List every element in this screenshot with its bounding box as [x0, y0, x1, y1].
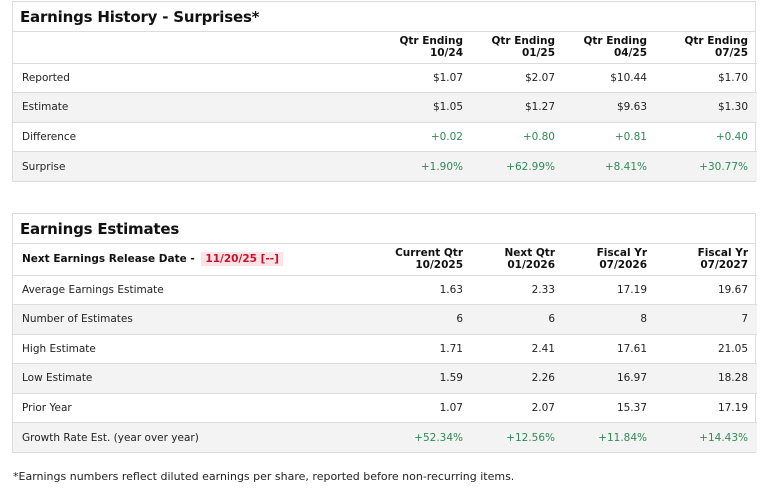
- table-row-surprise: Surprise +1.90% +62.99% +8.41% +30.77%: [13, 151, 757, 181]
- cell-value: 2.07: [471, 393, 563, 423]
- row-label: Surprise: [13, 151, 379, 181]
- cell-value: 2.33: [471, 275, 563, 305]
- table-row-number-of-estimates: Number of Estimates 6 6 8 7: [13, 304, 757, 335]
- cell-value: 18.28: [655, 363, 757, 394]
- earnings-estimates-panel: Earnings Estimates Next Earnings Release…: [12, 213, 757, 453]
- row-label: Difference: [13, 122, 379, 152]
- release-date-badge: 11/20/25 [--]: [201, 252, 283, 267]
- cell-value: 8: [563, 304, 655, 335]
- row-label: Reported: [13, 63, 379, 93]
- cell-value: $9.63: [563, 92, 655, 123]
- row-label: Number of Estimates: [13, 304, 379, 335]
- cell-value: 1.71: [379, 334, 471, 364]
- release-date-label: Next Earnings Release Date -: [22, 253, 195, 266]
- cell-value: $1.05: [379, 92, 471, 123]
- cell-value-positive: +52.34%: [379, 422, 471, 452]
- cell-value: 7: [655, 304, 757, 335]
- cell-value: 17.19: [655, 393, 757, 423]
- row-label: High Estimate: [13, 334, 379, 364]
- cell-value-positive: +14.43%: [655, 422, 757, 452]
- cell-value: 16.97: [563, 363, 655, 394]
- row-label: Low Estimate: [13, 363, 379, 394]
- table-row-estimate: Estimate $1.05 $1.27 $9.63 $1.30: [13, 92, 757, 123]
- cell-value-positive: +8.41%: [563, 151, 655, 181]
- table-row-low-estimate: Low Estimate 1.59 2.26 16.97 18.28: [13, 363, 757, 394]
- table-header-row: Next Earnings Release Date - 11/20/25 [-…: [13, 244, 757, 276]
- table-row-reported: Reported $1.07 $2.07 $10.44 $1.70: [13, 63, 757, 93]
- cell-value: $1.30: [655, 92, 757, 123]
- cell-value-positive: +0.40: [655, 122, 757, 152]
- column-header: Qtr Ending 04/25: [563, 32, 655, 64]
- cell-value: 2.41: [471, 334, 563, 364]
- cell-value-positive: +12.56%: [471, 422, 563, 452]
- cell-value-positive: +0.02: [379, 122, 471, 152]
- cell-value: 6: [379, 304, 471, 335]
- earnings-history-table: Qtr Ending 10/24 Qtr Ending 01/25 Qtr Endi…: [13, 32, 757, 181]
- table-row-high-estimate: High Estimate 1.71 2.41 17.61 21.05: [13, 334, 757, 364]
- earnings-history-title: Earnings History - Surprises*: [13, 2, 755, 32]
- cell-value: 19.67: [655, 275, 757, 305]
- cell-value: $1.07: [379, 63, 471, 93]
- earnings-estimates-table: Next Earnings Release Date - 11/20/25 [-…: [13, 244, 757, 452]
- cell-value-positive: +1.90%: [379, 151, 471, 181]
- row-label: Prior Year: [13, 393, 379, 423]
- column-header: Current Qtr 10/2025: [379, 244, 471, 276]
- table-row-average-estimate: Average Earnings Estimate 1.63 2.33 17.1…: [13, 275, 757, 305]
- earnings-estimates-title: Earnings Estimates: [13, 214, 755, 244]
- cell-value: $10.44: [563, 63, 655, 93]
- header-label-cell: [13, 32, 379, 64]
- cell-value-positive: +11.84%: [563, 422, 655, 452]
- table-row-growth-rate: Growth Rate Est. (year over year) +52.34…: [13, 422, 757, 452]
- column-header: Qtr Ending 10/24: [379, 32, 471, 64]
- cell-value: $1.70: [655, 63, 757, 93]
- release-date-header: Next Earnings Release Date - 11/20/25 [-…: [13, 244, 379, 276]
- cell-value: 17.19: [563, 275, 655, 305]
- table-header-row: Qtr Ending 10/24 Qtr Ending 01/25 Qtr Endi…: [13, 32, 757, 64]
- cell-value-positive: +30.77%: [655, 151, 757, 181]
- cell-value-positive: +0.81: [563, 122, 655, 152]
- row-label: Estimate: [13, 92, 379, 123]
- column-header: Next Qtr 01/2026: [471, 244, 563, 276]
- cell-value: $1.27: [471, 92, 563, 123]
- cell-value: 1.59: [379, 363, 471, 394]
- cell-value: 17.61: [563, 334, 655, 364]
- column-header: Fiscal Yr 07/2026: [563, 244, 655, 276]
- row-label: Average Earnings Estimate: [13, 275, 379, 305]
- cell-value: 21.05: [655, 334, 757, 364]
- table-row-prior-year: Prior Year 1.07 2.07 15.37 17.19: [13, 393, 757, 423]
- column-header: Qtr Ending 01/25: [471, 32, 563, 64]
- column-header: Qtr Ending 07/25: [655, 32, 757, 64]
- column-header: Fiscal Yr 07/2027: [655, 244, 757, 276]
- table-row-difference: Difference +0.02 +0.80 +0.81 +0.40: [13, 122, 757, 152]
- cell-value: 2.26: [471, 363, 563, 394]
- cell-value: 15.37: [563, 393, 655, 423]
- footnote: *Earnings numbers reflect diluted earnin…: [13, 470, 515, 483]
- earnings-history-panel: Earnings History - Surprises* Qtr Ending…: [12, 1, 757, 182]
- cell-value-positive: +62.99%: [471, 151, 563, 181]
- cell-value: $2.07: [471, 63, 563, 93]
- cell-value: 6: [471, 304, 563, 335]
- cell-value: 1.63: [379, 275, 471, 305]
- row-label: Growth Rate Est. (year over year): [13, 422, 379, 452]
- cell-value: 1.07: [379, 393, 471, 423]
- cell-value-positive: +0.80: [471, 122, 563, 152]
